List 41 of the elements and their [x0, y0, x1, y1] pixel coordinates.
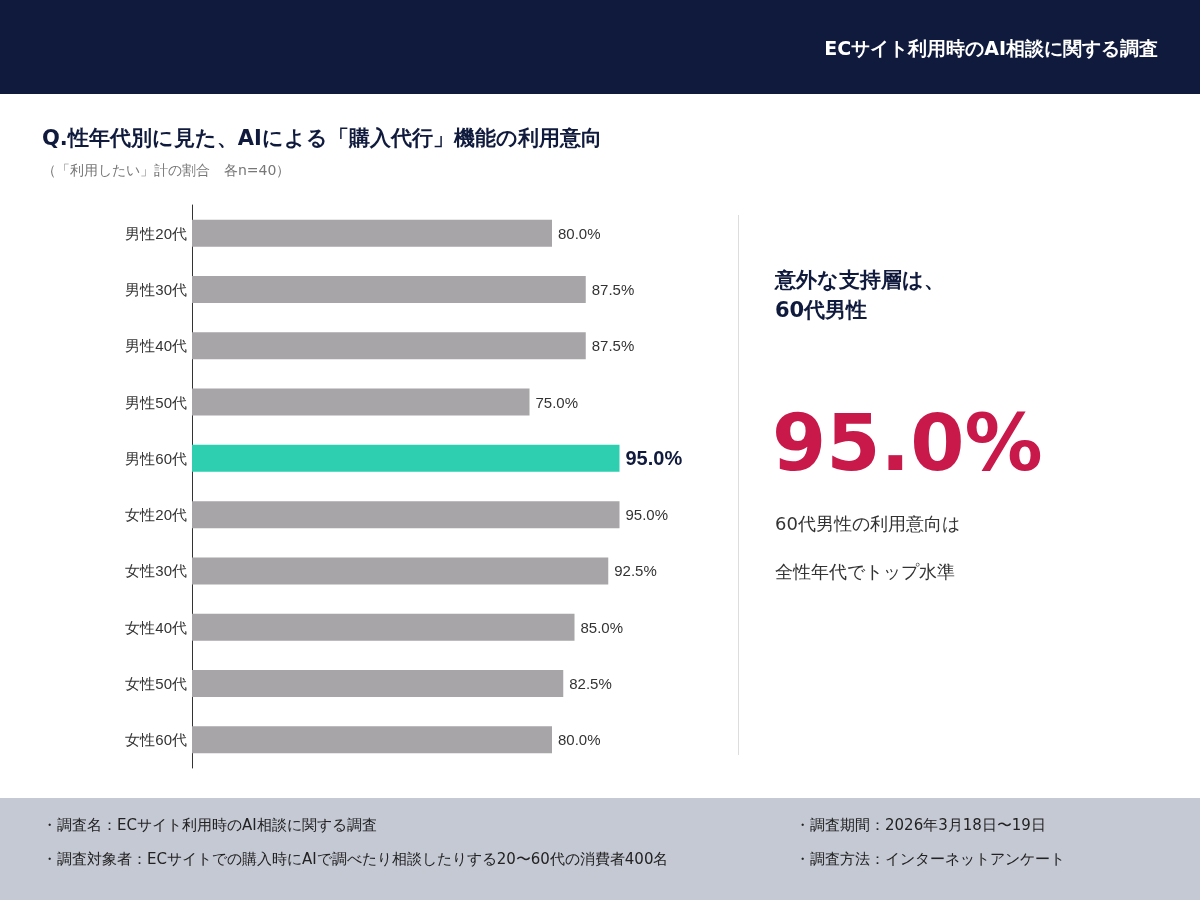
bar	[192, 332, 586, 360]
data-label: 75.0%	[535, 393, 579, 411]
text: 意外な支持層は、60代男性	[775, 267, 946, 324]
y-tick-label: 男性50代	[125, 393, 187, 411]
text: ・調査対象者：ECサイトでの購入時にAIで調べたり相談したりする20〜60代の消費者400名	[42, 850, 669, 869]
bar	[192, 388, 530, 416]
y-tick-label: 男性60代	[125, 449, 187, 467]
data-label: 85.0%	[580, 618, 624, 636]
data-label: 95.0%	[625, 447, 683, 470]
bar	[192, 275, 586, 303]
text: ・調査名：ECサイト利用時のAI相談に関する調査	[42, 816, 377, 835]
y-tick-label: 男性20代	[125, 224, 187, 242]
bar	[192, 501, 620, 529]
data-label: 82.5%	[569, 675, 612, 693]
y-tick-label: 女性40代	[125, 618, 187, 636]
y-tick-label: 男性40代	[125, 337, 187, 355]
bar	[192, 557, 609, 585]
data-label: 95.0%	[625, 506, 669, 524]
data-label: 80.0%	[558, 224, 601, 242]
y-tick-label: 女性30代	[125, 562, 187, 580]
text: 95.0%	[772, 398, 1043, 488]
bar	[192, 613, 575, 641]
y-tick-label: 女性60代	[125, 731, 187, 749]
text: 60代男性の利用意向は	[775, 512, 960, 536]
text: ECサイト利用時のAI相談に関する調査	[824, 36, 1158, 61]
chart-title: Q.性年代別に見た、AIによる「購入代行」機能の利用意向	[42, 125, 602, 152]
data-label: 80.0%	[558, 731, 601, 749]
text: 全性年代でトップ水準	[775, 560, 955, 584]
text: ・調査期間：2026年3月18日〜19日	[795, 816, 1046, 835]
data-label: 87.5%	[591, 280, 635, 298]
bar	[192, 726, 552, 754]
data-label: 92.5%	[614, 562, 657, 580]
y-tick-label: 女性50代	[125, 675, 187, 693]
bar	[192, 219, 552, 247]
chart-subtitle: （「利用したい」計の割合 各n=40）	[42, 162, 291, 180]
text: ・調査方法：インターネットアンケート	[795, 850, 1065, 869]
bar	[192, 670, 564, 698]
bar	[192, 444, 620, 472]
y-tick-label: 女性20代	[125, 506, 187, 524]
y-tick-label: 男性30代	[125, 280, 187, 298]
data-label: 87.5%	[591, 337, 635, 355]
